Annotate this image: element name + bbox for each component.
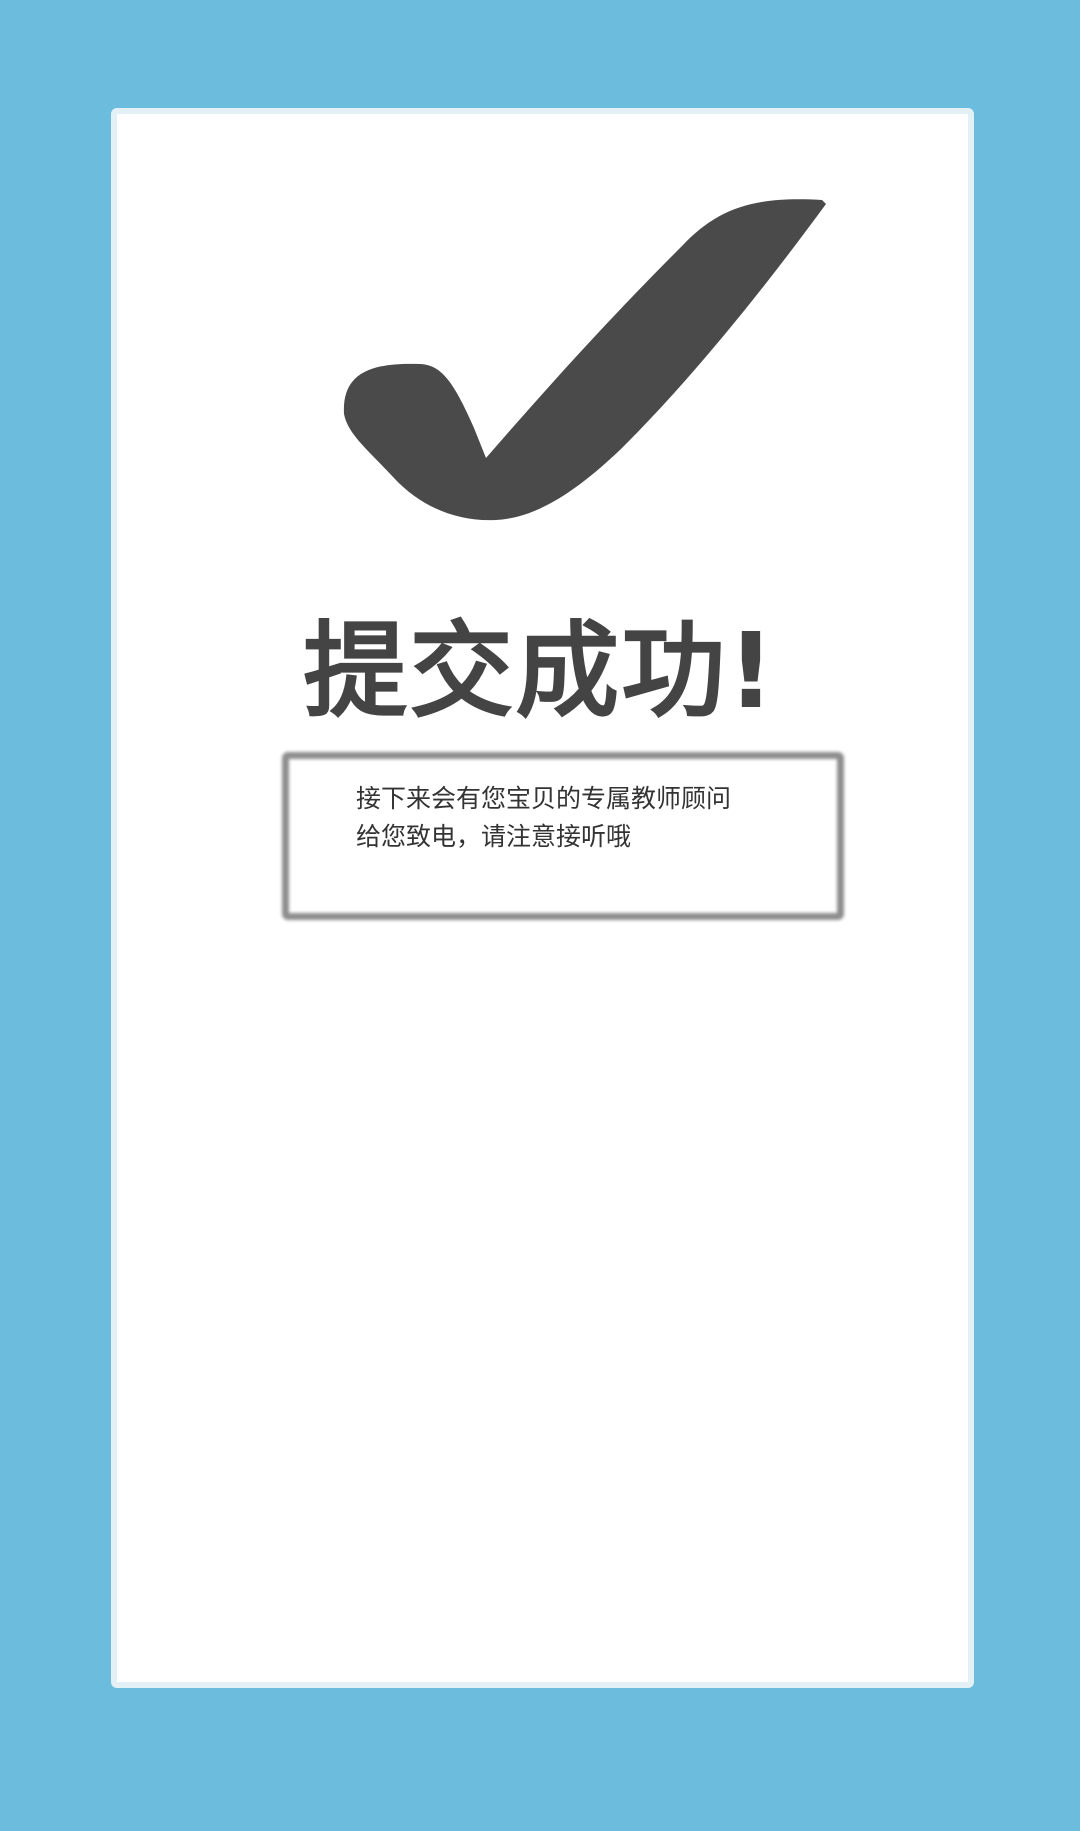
success-card: [111, 108, 974, 1688]
notice-line-1: 接下来会有您宝贝的专属教师顾问: [356, 784, 732, 813]
notice-message: 接下来会有您宝贝的专属教师顾问 给您致电，请注意接听哦: [356, 780, 796, 856]
page-title: 提交成功!: [303, 610, 777, 732]
notice-frame: [282, 752, 844, 920]
notice-line-2: 给您致电，请注意接听哦: [356, 822, 632, 851]
checkmark-icon: [343, 199, 826, 521]
